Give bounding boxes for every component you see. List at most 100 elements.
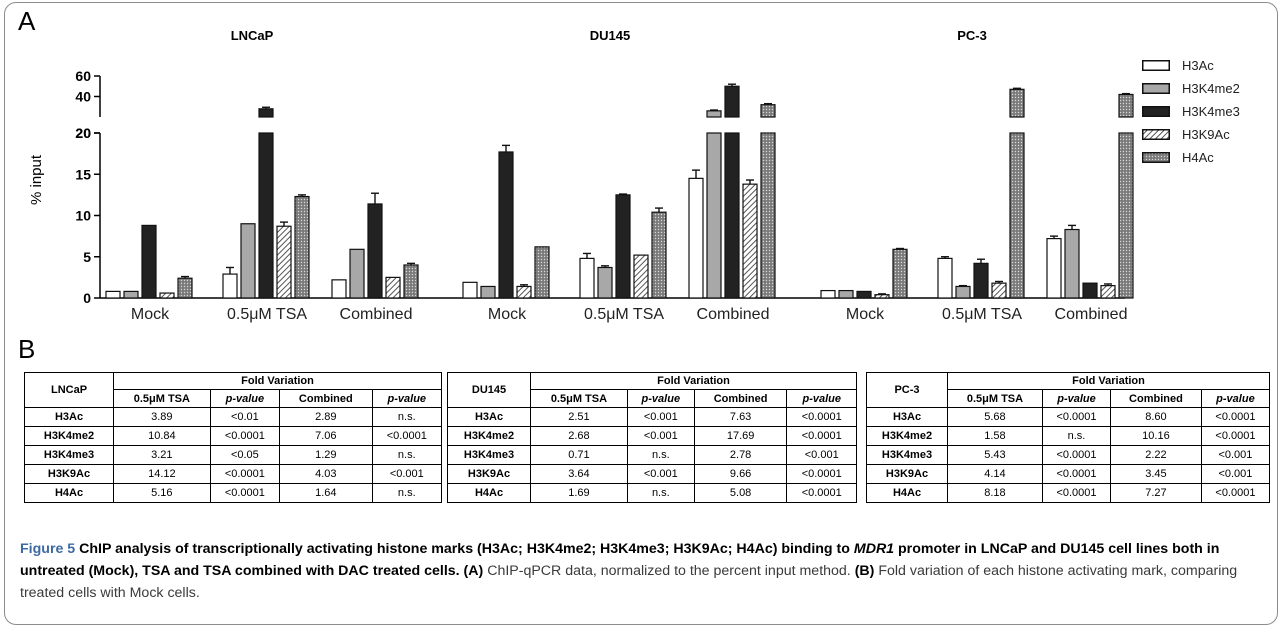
bar-du145-0-5-m-tsa-h4ac	[651, 211, 667, 299]
x-tick-label-du145-mock: Mock	[488, 306, 527, 323]
x-tick-label-du145-combined: Combined	[697, 306, 770, 323]
bar-pc-3-0-5-m-tsa-h3k4me3	[973, 262, 989, 299]
table-cell: 2.22	[1110, 445, 1202, 465]
y-tick-label: 10	[75, 208, 91, 224]
table-cell: <0.001	[626, 407, 695, 427]
table-cell: <0.0001	[1200, 426, 1271, 446]
y-tick-label: 15	[75, 166, 91, 182]
table-row-label: H3K9Ac	[447, 464, 531, 484]
table-group-header: Fold Variation	[113, 372, 442, 390]
caption-panel-b-text: Fold variation of each histone activatin…	[20, 563, 1238, 601]
table-row: H4Ac 1.69 n.s. 5.08 <0.0001	[447, 483, 857, 503]
table-cell: n.s.	[371, 483, 443, 503]
caption-panel-a-tag: (A)	[459, 563, 484, 579]
chart-title-pc3: PC-3	[957, 28, 987, 43]
legend: H3Ac H3K4me2 H3K4me3 H3K9Ac H4Ac	[1142, 54, 1240, 169]
bar-du145-combined-h3k4me3-upper	[724, 85, 740, 118]
bar-lncap-mock-h3k4me3	[141, 224, 157, 299]
table-row: H4Ac 5.16 <0.0001 1.64 n.s.	[24, 483, 443, 503]
table-cell: n.s.	[1041, 426, 1112, 446]
bar-du145-combined-h3k4me2-lower	[706, 132, 722, 299]
table-col-header: Combined	[279, 389, 373, 408]
legend-swatch-h3k4me2	[1142, 83, 1170, 94]
legend-label-h4ac: H4Ac	[1182, 150, 1214, 165]
bar-du145-combined-h4ac-lower	[760, 132, 776, 299]
table-cell: <0.0001	[1041, 464, 1112, 484]
table-col-header: 0.5μM TSA	[530, 389, 628, 408]
table-row-label: H3K4me2	[866, 426, 948, 446]
panel-a-label: A	[18, 6, 36, 36]
bar-du145-0-5-m-tsa-h3k4me3	[615, 194, 631, 299]
y-tick-label: 0	[83, 290, 91, 306]
bar-pc-3-0-5-m-tsa-h3ac	[937, 257, 953, 299]
legend-label-h3k4me3: H3K4me3	[1182, 104, 1240, 119]
table-row: H3K4me2 10.84 <0.0001 7.06 <0.0001	[24, 426, 443, 446]
table-row: H3K4me3 5.43 <0.0001 2.22 <0.001	[866, 445, 1271, 465]
table-cell: 5.43	[947, 445, 1043, 465]
table-cell: 5.08	[693, 483, 788, 503]
panel-b-label: B	[18, 334, 36, 364]
table-cell-line: PC-3	[866, 372, 948, 408]
legend-label-h3k4me2: H3K4me2	[1182, 81, 1240, 96]
table-col-header: 0.5μM TSA	[947, 389, 1043, 408]
legend-label-h3k9ac: H3K9Ac	[1182, 127, 1230, 142]
x-tick-label-pc-3-mock: Mock	[846, 306, 885, 323]
bar-pc-3-mock-h3k4me3	[856, 290, 872, 299]
table-cell: 2.68	[530, 426, 628, 446]
table-cell: 1.58	[947, 426, 1043, 446]
table-col-header: p-value	[371, 389, 443, 408]
bar-du145-0-5-m-tsa-h3k9ac	[633, 254, 649, 299]
table-cell: <0.001	[371, 464, 443, 484]
table-row: H3Ac 5.68 <0.0001 8.60 <0.0001	[866, 407, 1271, 427]
bar-du145-mock-h3k4me2	[480, 285, 496, 299]
table-cell: 2.78	[693, 445, 788, 465]
table-cell: n.s.	[626, 445, 695, 465]
table-row: H3Ac 2.51 <0.001 7.63 <0.0001	[447, 407, 857, 427]
table-cell: n.s.	[626, 483, 695, 503]
table-cell: <0.001	[786, 445, 857, 465]
x-tick-label-pc-3-0-5-m-tsa: 0.5μM TSA	[942, 306, 1022, 323]
table-cell: <0.0001	[786, 426, 857, 446]
table-cell: 3.64	[530, 464, 628, 484]
table-col-header: Combined	[1110, 389, 1202, 408]
table-row: H3Ac 3.89 <0.01 2.89 n.s.	[24, 407, 443, 427]
x-tick-label-du145-0-5-m-tsa: 0.5μM TSA	[584, 306, 664, 323]
bar-lncap-0-5-m-tsa-h3ac	[222, 273, 238, 299]
bar-du145-combined-h3k9ac	[742, 183, 758, 299]
legend-item-h3k4me2: H3K4me2	[1142, 77, 1240, 100]
table-col-header: Combined	[693, 389, 788, 408]
table-row-label: H3K9Ac	[866, 464, 948, 484]
chart-title-du145: DU145	[589, 28, 631, 43]
table-cell: 3.89	[113, 407, 211, 427]
table-col-header: p-value	[626, 389, 695, 408]
chart-title-lncap: LNCaP	[230, 28, 274, 43]
table-cell: 1.69	[530, 483, 628, 503]
table-cell: <0.0001	[1041, 445, 1112, 465]
table-cell: 10.16	[1110, 426, 1202, 446]
table-row: H3K9Ac 4.14 <0.0001 3.45 <0.001	[866, 464, 1271, 484]
legend-item-h4ac: H4Ac	[1142, 146, 1240, 169]
legend-label-h3ac: H3Ac	[1182, 58, 1214, 73]
table-cell: <0.0001	[1041, 407, 1112, 427]
table-cell: <0.0001	[209, 483, 281, 503]
bar-pc-3-combined-h3k9ac	[1100, 285, 1116, 299]
legend-item-h3k4me3: H3K4me3	[1142, 100, 1240, 123]
x-tick-label-lncap-mock: Mock	[131, 306, 170, 323]
bar-pc-3-mock-h3ac	[820, 289, 836, 299]
bar-pc-3-combined-h4ac-upper	[1118, 93, 1134, 118]
bar-pc-3-combined-h4ac-lower	[1118, 132, 1134, 299]
table-cell: <0.0001	[209, 426, 281, 446]
caption-panel-a-text: ChIP-qPCR data, normalized to the percen…	[483, 563, 851, 579]
y-tick-label: 60	[75, 68, 91, 84]
table-row-label: H3Ac	[447, 407, 531, 427]
table-row-label: H3K4me3	[866, 445, 948, 465]
table-row-label: H3K4me2	[447, 426, 531, 446]
table-cell: 1.64	[279, 483, 373, 503]
bar-pc-3-mock-h4ac	[892, 248, 908, 299]
caption-title-part1: ChIP analysis of transcriptionally activ…	[75, 541, 854, 557]
table-cell: 14.12	[113, 464, 211, 484]
table-cell: 8.60	[1110, 407, 1202, 427]
caption-gene: MDR1	[853, 541, 895, 557]
bar-lncap-mock-h4ac	[177, 277, 193, 299]
bar-du145-combined-h3k4me3-lower	[724, 132, 740, 299]
